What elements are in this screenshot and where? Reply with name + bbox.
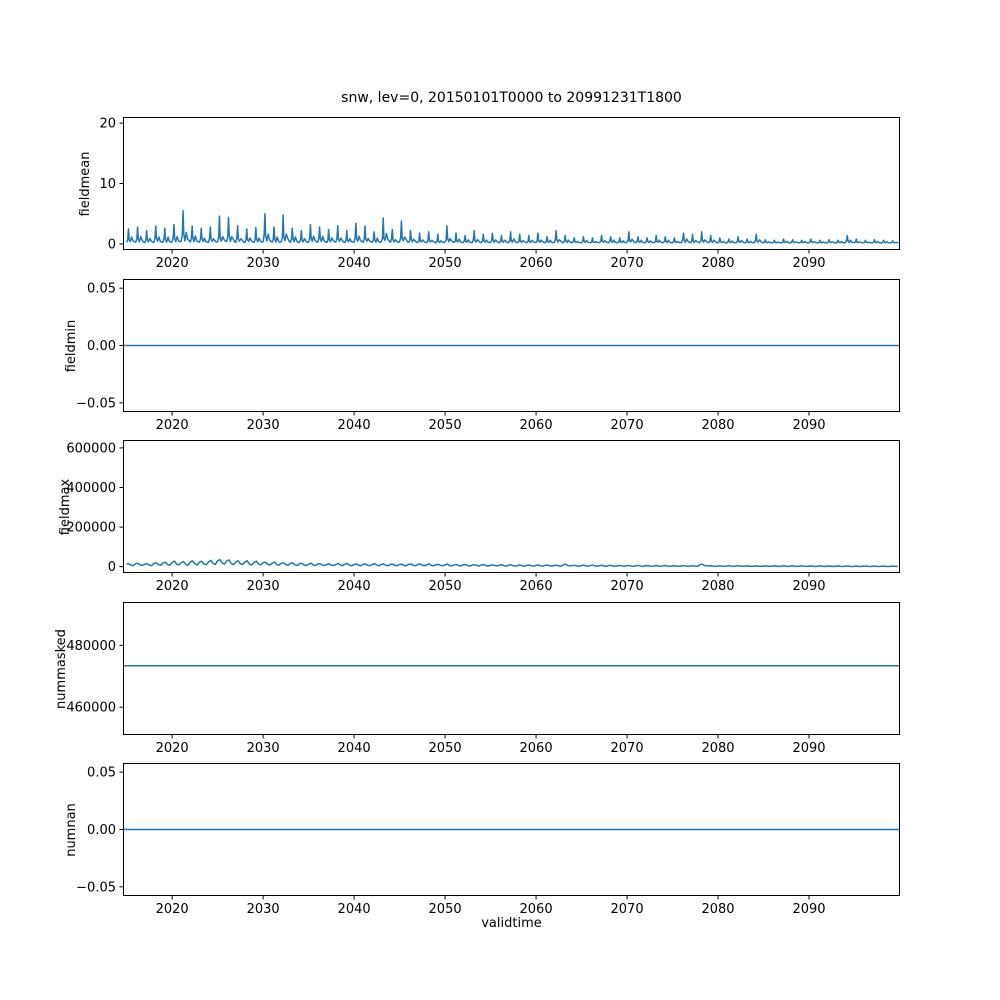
x-tick-label: 2070 — [611, 741, 644, 756]
panel-fieldmean: fieldmean 2020 2030 2040 2050 2060 2070 2080 20… — [0, 117, 1000, 282]
y-tick-label: 0.00 — [87, 823, 116, 838]
fieldmax-plot: 2020 2030 2040 2050 2060 2070 2080 2090 0 200000 4… — [66, 440, 900, 594]
x-tick-label: 2080 — [701, 418, 734, 433]
x-tick-label: 2020 — [156, 741, 189, 756]
x-tick-label: 2020 — [156, 256, 189, 271]
plot-frame — [123, 440, 900, 573]
x-tick-label: 2060 — [520, 256, 553, 271]
panel-fieldmax: fieldmax 2020 2030 2040 2050 2060 2070 2080 209… — [0, 440, 1000, 605]
fieldmin-plot: 2020 2030 2040 2050 2060 2070 2080 2090 −0.05 0.0… — [76, 279, 900, 433]
x-tick-label: 2040 — [338, 579, 371, 594]
x-tick-label: 2030 — [247, 579, 280, 594]
x-tick-label: 2060 — [520, 579, 553, 594]
plot-frame — [123, 117, 900, 250]
fieldmean-line — [125, 209, 899, 244]
x-tick-label: 2060 — [520, 741, 553, 756]
x-tick-label: 2040 — [338, 418, 371, 433]
x-tick-label: 2020 — [156, 579, 189, 594]
x-tick-label: 2040 — [338, 741, 371, 756]
plot-frame — [123, 763, 900, 896]
y-tick-label: 0 — [108, 237, 116, 252]
x-tick-label: 2080 — [701, 741, 734, 756]
fieldmean-plot: 2020 2030 2040 2050 2060 2070 2080 2090 0 10 20 — [99, 117, 900, 271]
figure-title: snw, lev=0, 20150101T0000 to 20991231T18… — [341, 90, 682, 106]
panel-fieldmin: fieldmin 2020 2030 2040 2050 2060 2070 2080 209… — [0, 279, 1000, 444]
x-tick-label: 2090 — [792, 418, 825, 433]
x-tick-label: 2020 — [156, 902, 189, 917]
y-tick-label: 10 — [99, 177, 116, 192]
y-tick-label: −0.05 — [76, 880, 116, 895]
panel-nummasked: nummasked 2020 2030 2040 2050 2060 2070 2080 20… — [0, 602, 1000, 767]
y-tick-label: 480000 — [66, 639, 116, 654]
x-tick-label: 2090 — [792, 579, 825, 594]
x-tick-label: 2080 — [701, 579, 734, 594]
y-tick-label: 0 — [108, 560, 116, 575]
y-tick-label: 0.00 — [87, 339, 116, 354]
x-tick-label: 2050 — [429, 256, 462, 271]
y-tick-label: 20 — [99, 117, 116, 132]
plot-frame — [123, 602, 900, 735]
x-tick-label: 2070 — [611, 418, 644, 433]
x-axis-label: validtime — [481, 916, 542, 931]
nummasked-plot: 2020 2030 2040 2050 2060 2070 2080 2090 460000 48… — [66, 602, 900, 756]
x-tick-label: 2050 — [429, 902, 462, 917]
x-tick-label: 2030 — [247, 741, 280, 756]
y-tick-label: 0.05 — [87, 282, 116, 297]
numnan-plot: 2020 2030 2040 2050 2060 2070 2080 2090 −0.05 0.0… — [76, 763, 900, 917]
x-tick-label: 2090 — [792, 741, 825, 756]
x-tick-label: 2070 — [611, 902, 644, 917]
y-tick-label: 600000 — [66, 441, 116, 456]
fieldmax-line — [126, 558, 898, 568]
x-tick-label: 2060 — [520, 902, 553, 917]
x-tick-label: 2050 — [429, 418, 462, 433]
x-tick-label: 2050 — [429, 741, 462, 756]
plot-frame — [123, 279, 900, 412]
y-tick-label: −0.05 — [76, 396, 116, 411]
x-tick-label: 2070 — [611, 579, 644, 594]
x-tick-label: 2030 — [247, 256, 280, 271]
panel-numnan: numnan 2020 2030 2040 2050 2060 2070 2080 2090−… — [0, 763, 1000, 928]
y-tick-label: 460000 — [66, 701, 116, 716]
x-tick-label: 2050 — [429, 579, 462, 594]
x-tick-label: 2060 — [520, 418, 553, 433]
x-tick-label: 2030 — [247, 418, 280, 433]
x-tick-label: 2080 — [701, 256, 734, 271]
x-tick-label: 2040 — [338, 902, 371, 917]
x-tick-label: 2040 — [338, 256, 371, 271]
y-tick-label: 400000 — [66, 481, 116, 496]
x-tick-label: 2030 — [247, 902, 280, 917]
x-tick-label: 2080 — [701, 902, 734, 917]
y-tick-label: 0.05 — [87, 766, 116, 781]
x-tick-label: 2020 — [156, 418, 189, 433]
x-tick-label: 2090 — [792, 902, 825, 917]
y-tick-label: 200000 — [66, 521, 116, 536]
x-tick-label: 2070 — [611, 256, 644, 271]
x-tick-label: 2090 — [792, 256, 825, 271]
